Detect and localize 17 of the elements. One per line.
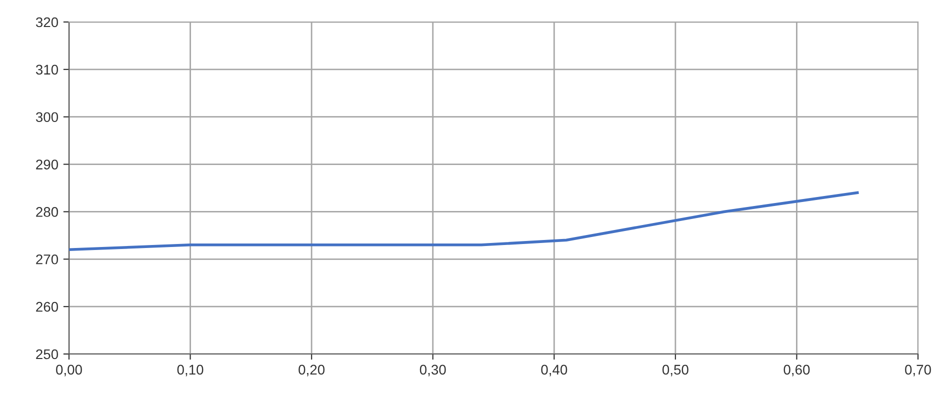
y-tick-label: 300 bbox=[36, 112, 58, 122]
y-tick-label: 250 bbox=[36, 349, 58, 360]
x-tick-label: 0,50 bbox=[662, 364, 688, 376]
x-tick-label: 0,60 bbox=[784, 364, 810, 376]
y-tick-label: 290 bbox=[36, 160, 58, 170]
line-series bbox=[69, 191, 859, 252]
x-tick-label: 0,40 bbox=[541, 364, 568, 376]
x-tick-label: 0,20 bbox=[298, 364, 325, 376]
x-tick-label: 0,10 bbox=[177, 364, 204, 376]
x-tick-label: 0,30 bbox=[420, 364, 446, 376]
y-tick-label: 280 bbox=[36, 207, 58, 217]
y-tick-label: 270 bbox=[36, 254, 58, 264]
y-tick-label: 310 bbox=[36, 64, 58, 75]
x-tick-label: 0,00 bbox=[56, 364, 82, 376]
y-tick-label: 320 bbox=[36, 17, 58, 28]
x-tick-label: 0,70 bbox=[905, 364, 931, 376]
y-tick-label: 260 bbox=[36, 302, 58, 312]
